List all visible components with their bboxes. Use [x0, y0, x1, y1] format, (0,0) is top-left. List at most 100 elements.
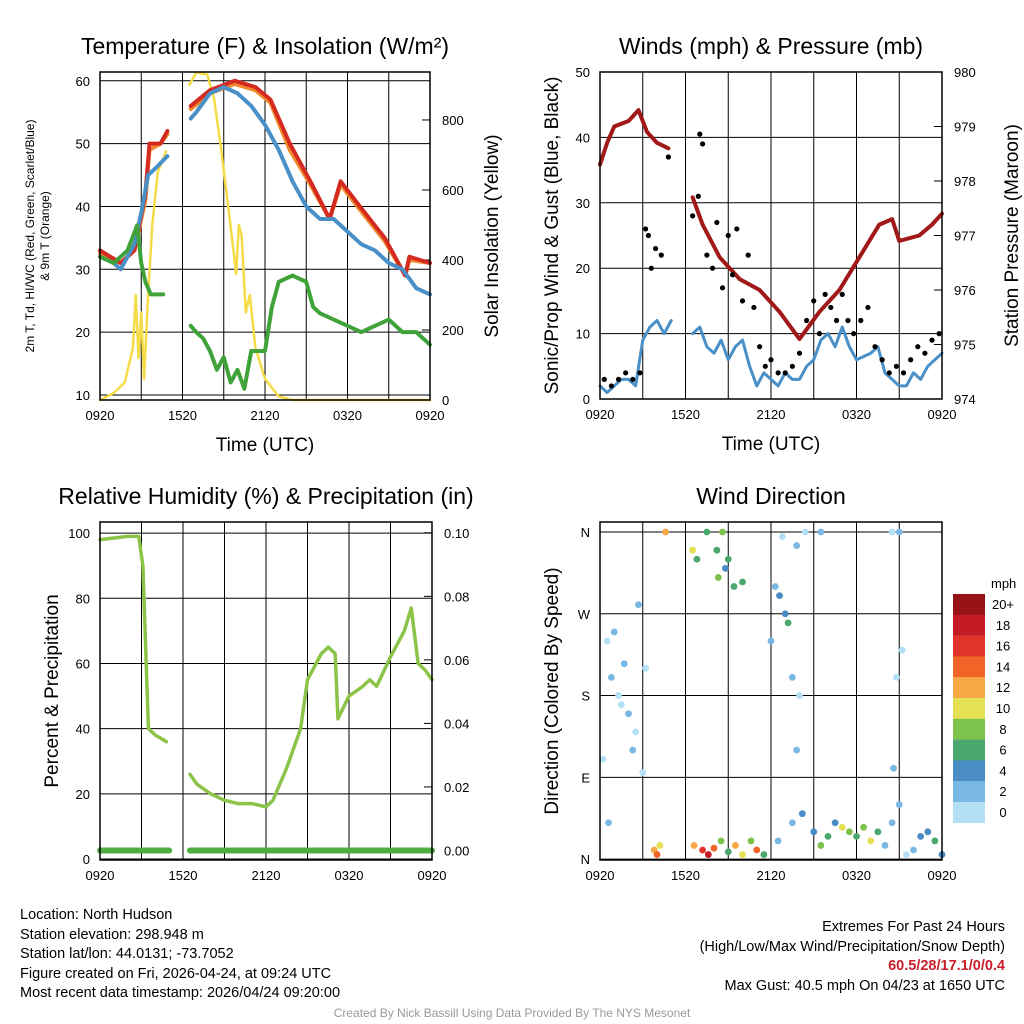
gust-point [734, 226, 740, 232]
y-right-tick-label: 0.06 [444, 653, 469, 668]
y-right-tick-label: 975 [954, 338, 976, 353]
x-tick-label: 0920 [586, 868, 615, 883]
panel-title: Winds (mph) & Pressure (mb) [619, 33, 923, 59]
gust-point [828, 304, 834, 311]
gust-point [768, 357, 774, 363]
wind-direction-point [739, 578, 746, 586]
y-right-tick-label: 0.08 [444, 589, 469, 604]
gust-point [929, 337, 935, 343]
wind-direction-point [793, 542, 801, 550]
series-wind-speed [691, 325, 944, 388]
legend-swatch [953, 677, 985, 699]
gust-point [648, 265, 654, 271]
wind-direction-point [902, 851, 910, 858]
gust-point [652, 245, 659, 252]
wind-direction-point [779, 533, 786, 540]
gust-point [714, 219, 720, 226]
y-axis-label: & 9m T (Orange) [38, 191, 52, 281]
y-axis-label: Direction (Colored By Speed) [542, 567, 563, 814]
wind-direction-point [731, 842, 739, 849]
x-tick-label: 0320 [842, 407, 871, 422]
legend-label: 2 [999, 784, 1006, 799]
gust-point [782, 370, 788, 376]
wind-direction-point [838, 823, 846, 831]
plot-frame [99, 521, 433, 861]
wind-direction-point [689, 546, 697, 554]
legend-label: 16 [996, 639, 1010, 654]
y-right-tick-label: 200 [442, 323, 464, 338]
y-right-tick-label: 979 [954, 120, 976, 135]
gust-point [630, 376, 636, 382]
wind-direction-point [719, 528, 726, 536]
series-relative-humidity [188, 606, 434, 809]
gust-point [845, 317, 851, 324]
extremes-values: 60.5/28/17.1/0/0.4 [888, 958, 1005, 974]
wind-direction-point [699, 846, 706, 854]
wind-direction-point [642, 664, 649, 672]
gust-point [839, 291, 845, 297]
wind-direction-point [724, 848, 732, 856]
x-tick-label: 0320 [333, 408, 362, 423]
location-text: Location: North Hudson [20, 907, 173, 923]
panel-title: Temperature (F) & Insolation (W/m²) [81, 33, 449, 59]
y-axis-label-right: Solar Insolation (Yellow) [482, 134, 503, 337]
gust-point [922, 350, 928, 356]
legend-label: 8 [999, 722, 1006, 737]
y-right-tick-label: 980 [954, 65, 976, 80]
y-right-tick-label: 0 [442, 393, 449, 408]
y-right-tick-label: 0.04 [444, 716, 469, 731]
gust-point [775, 370, 781, 376]
series-2m-td [98, 223, 166, 297]
wind-direction-point [793, 746, 801, 754]
wind-direction-point [881, 842, 889, 849]
wind-direction-point [747, 837, 755, 845]
gust-point [858, 317, 864, 324]
y-tick-label: 60 [76, 74, 90, 89]
legend-swatch [953, 802, 985, 823]
y-right-tick-label: 800 [442, 113, 464, 128]
y-right-tick-label: 977 [954, 229, 976, 244]
series-station-pressure [598, 108, 671, 167]
y-right-tick-label: 600 [442, 183, 464, 198]
y-tick-label: 30 [576, 196, 590, 211]
x-tick-label: 1520 [671, 407, 700, 422]
y-right-tick-label: 0.10 [444, 526, 469, 541]
station-info: Location: North Hudson Station elevation… [20, 906, 340, 1004]
legend-label: 14 [996, 659, 1010, 674]
legend-swatch [953, 739, 985, 761]
wind-direction-point [776, 592, 783, 599]
legend-label: 12 [996, 680, 1010, 695]
created-text: Figure created on Fri, 2026-04-24, at 09… [20, 965, 332, 982]
plot-frame [99, 71, 431, 401]
gust-point [700, 141, 706, 147]
gust-point [643, 226, 649, 232]
wind-direction-point [888, 819, 896, 827]
legend-label: 20+ [992, 597, 1014, 612]
x-tick-label: 0920 [586, 407, 615, 422]
wind-direction-point [599, 755, 607, 763]
wind-direction-point [874, 828, 882, 836]
gust-point [851, 331, 857, 337]
gust-point [739, 298, 746, 304]
series-solar-insolation [188, 71, 432, 402]
gust-point [757, 344, 763, 350]
wind-direction-point [867, 837, 875, 845]
series-hi-wc [98, 154, 170, 272]
wind-direction-point [620, 660, 628, 668]
wind-direction-point [690, 842, 698, 849]
panel-title: Wind Direction [696, 483, 846, 509]
wind-direction-point [931, 837, 939, 845]
y-tick-label: 80 [76, 591, 90, 606]
x-tick-label: 1520 [671, 868, 700, 883]
y-tick-label: 0 [83, 852, 90, 867]
y-tick-label: 50 [576, 65, 590, 80]
wind-direction-point [608, 673, 615, 681]
y-tick-label: 30 [76, 262, 90, 277]
gust-point [709, 265, 716, 271]
gust-point [658, 252, 664, 258]
x-tick-label: 0920 [418, 868, 447, 883]
x-tick-label: 2120 [757, 407, 786, 422]
wind-direction-point [713, 546, 721, 554]
wind-direction-point [788, 673, 796, 681]
